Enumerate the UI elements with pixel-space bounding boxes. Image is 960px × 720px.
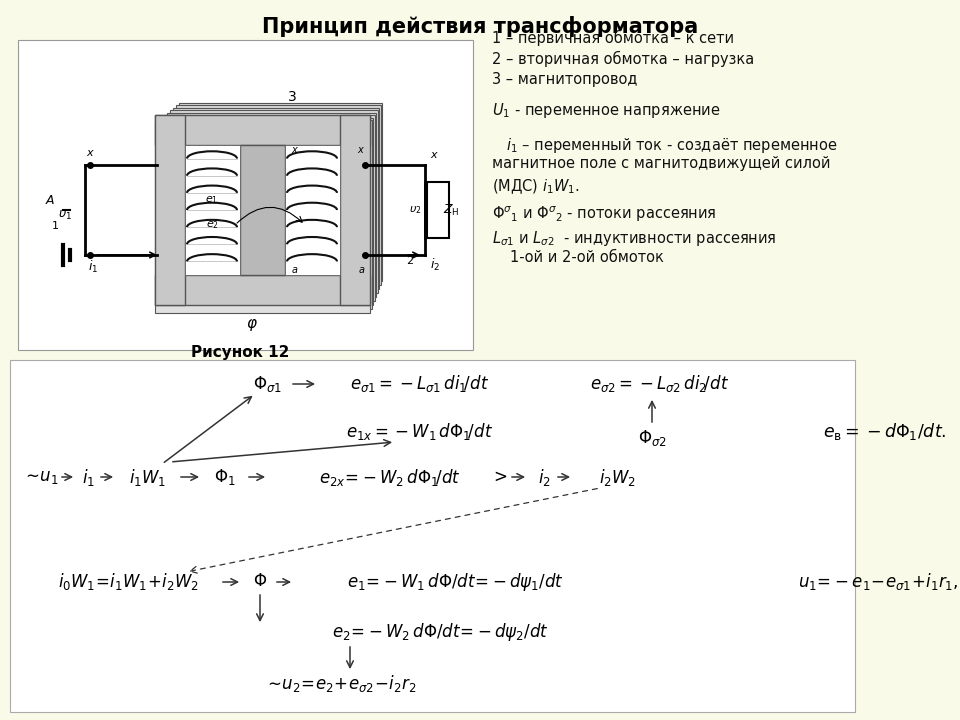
Bar [185, 145, 240, 275]
Text: $i_1$: $i_1$ [82, 467, 94, 487]
Text: $i_1$: $i_1$ [88, 259, 98, 275]
Text: $\sim\!u_1$: $\sim\!u_1$ [22, 469, 59, 485]
Text: 2 – вторичная обмотка – нагрузка: 2 – вторичная обмотка – нагрузка [492, 51, 755, 67]
Text: $i_2W_2$: $i_2W_2$ [599, 467, 636, 487]
Bar [427, 182, 449, 238]
Bar [155, 275, 370, 305]
Text: 1-ой и 2-ой обмоток: 1-ой и 2-ой обмоток [510, 251, 664, 266]
Text: $e_{\rm в}=-d\Phi_1/dt.$: $e_{\rm в}=-d\Phi_1/dt.$ [824, 420, 947, 441]
Text: $\upsilon_1$: $\upsilon_1$ [58, 209, 72, 222]
Bar [170, 110, 378, 293]
Bar [167, 113, 376, 297]
Text: $\Phi_{\sigma2}$: $\Phi_{\sigma2}$ [637, 428, 666, 448]
Text: $U_1$ - переменное напряжение: $U_1$ - переменное напряжение [492, 102, 721, 120]
Bar [161, 118, 373, 305]
Text: Принцип действия трансформатора: Принцип действия трансформатора [262, 16, 698, 37]
Text: магнитное поле с магнитодвижущей силой: магнитное поле с магнитодвижущей силой [492, 156, 830, 171]
Text: $\Phi_{\sigma1}$: $\Phi_{\sigma1}$ [253, 374, 282, 394]
Text: $\Phi^\sigma{}_1$ и $\Phi^\sigma{}_2$ - потоки рассеяния: $\Phi^\sigma{}_1$ и $\Phi^\sigma{}_2$ - … [492, 204, 716, 224]
Text: $x$: $x$ [291, 145, 300, 155]
Text: $A$: $A$ [45, 194, 55, 207]
Text: $i_0W_1\!=\!i_1W_1\!+\!i_2W_2$: $i_0W_1\!=\!i_1W_1\!+\!i_2W_2$ [58, 572, 199, 593]
Text: $a$: $a$ [358, 265, 365, 275]
Text: $e_1$: $e_1$ [205, 194, 219, 206]
Text: $1$: $1$ [51, 219, 59, 231]
Text: $\sim\!u_2\!=\!e_2\!+\!e_{\sigma2}\!-\!i_2r_2$: $\sim\!u_2\!=\!e_2\!+\!e_{\sigma2}\!-\!i… [264, 673, 417, 695]
Bar [155, 123, 370, 313]
Text: 1 – первичная обмотка – к сети: 1 – первичная обмотка – к сети [492, 30, 734, 46]
Text: $x$: $x$ [430, 150, 439, 160]
Bar [10, 360, 855, 712]
Text: $i_1$ – переменный ток - создаёт переменное: $i_1$ – переменный ток - создаёт перемен… [506, 135, 837, 155]
Text: $e_{\sigma2}= -L_{\sigma2}\,di_2\!/dt$: $e_{\sigma2}= -L_{\sigma2}\,di_2\!/dt$ [590, 374, 730, 395]
Text: $i_2$: $i_2$ [538, 467, 550, 487]
Text: $e_2$: $e_2$ [205, 219, 219, 231]
Text: (МДС) $i_1W_1$.: (МДС) $i_1W_1$. [492, 177, 580, 196]
Bar [155, 115, 370, 145]
Bar [155, 115, 185, 305]
Text: $e_{\sigma1}= -L_{\sigma1}\,di_1\!/dt$: $e_{\sigma1}= -L_{\sigma1}\,di_1\!/dt$ [350, 374, 490, 395]
Bar [173, 108, 379, 289]
Text: $2$: $2$ [406, 254, 414, 266]
Text: $\upsilon_2$: $\upsilon_2$ [409, 204, 421, 216]
Text: $e_1\!=\!-W_1\,d\Phi/dt\!=\!-d\psi_1/dt$: $e_1\!=\!-W_1\,d\Phi/dt\!=\!-d\psi_1/dt$ [347, 571, 564, 593]
Bar [176, 105, 381, 285]
Text: $e_2\!=\!-W_2\,d\Phi/dt\!=\!-d\psi_2/dt$: $e_2\!=\!-W_2\,d\Phi/dt\!=\!-d\psi_2/dt$ [331, 621, 548, 643]
Text: $x$: $x$ [357, 145, 365, 155]
Text: $e_{2x}\!=\!-W_2\,d\Phi_1\!/dt$: $e_{2x}\!=\!-W_2\,d\Phi_1\!/dt$ [319, 467, 461, 487]
Text: $u_1\!=\!-e_1\!-\!e_{\sigma1}\!+\!i_1r_1,$: $u_1\!=\!-e_1\!-\!e_{\sigma1}\!+\!i_1r_1… [798, 572, 958, 593]
Text: $\Phi_1$: $\Phi_1$ [214, 467, 236, 487]
Text: $\varphi$: $\varphi$ [246, 317, 258, 333]
Bar [285, 145, 340, 275]
Bar [240, 145, 285, 275]
Text: $x$: $x$ [85, 148, 94, 158]
Text: $3$: $3$ [287, 90, 297, 104]
Text: $L_{\sigma 1}$ и $L_{\sigma 2}$  - индуктивности рассеяния: $L_{\sigma 1}$ и $L_{\sigma 2}$ - индукт… [492, 230, 777, 248]
Bar [340, 115, 370, 305]
Text: $\Phi$: $\Phi$ [252, 574, 267, 590]
Bar [164, 115, 375, 301]
Text: $i_1W_1$: $i_1W_1$ [130, 467, 167, 487]
Text: Рисунок 12: Рисунок 12 [191, 345, 289, 360]
Text: $Z_{\rm H}$: $Z_{\rm H}$ [443, 202, 459, 217]
Text: $e_{1x}= -W_1\,d\Phi_1\!/dt$: $e_{1x}= -W_1\,d\Phi_1\!/dt$ [347, 420, 493, 441]
Bar [18, 40, 473, 350]
Bar [158, 120, 372, 309]
Text: $a$: $a$ [291, 265, 299, 275]
Text: $i_2$: $i_2$ [430, 257, 440, 273]
Text: 3 – магнитопровод: 3 – магнитопровод [492, 72, 637, 87]
Text: $>$: $>$ [491, 469, 508, 485]
Bar [179, 103, 382, 281]
